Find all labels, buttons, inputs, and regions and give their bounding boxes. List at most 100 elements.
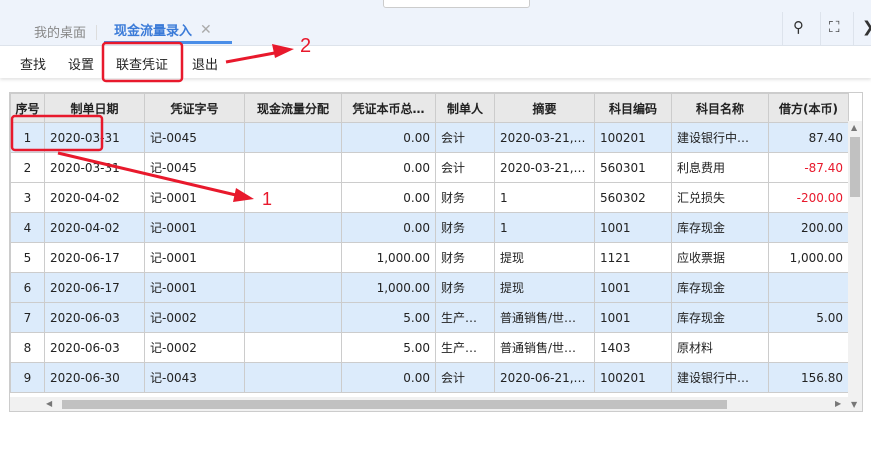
- scroll-right-icon[interactable]: ▶: [835, 399, 842, 408]
- table-cell[interactable]: 1001: [594, 302, 672, 333]
- table-cell[interactable]: 2020-06-17: [44, 272, 145, 303]
- table-cell[interactable]: 提现: [494, 242, 595, 273]
- table-row[interactable]: 2 2020-03-31 记-0045 0.00 会计 2020-03-21,… 56030…: [10, 152, 849, 183]
- table-cell[interactable]: 1: [494, 212, 595, 243]
- column-header[interactable]: 制单人: [435, 93, 495, 123]
- table-cell[interactable]: 建设银行中…: [671, 362, 769, 393]
- table-cell[interactable]: 财务: [435, 272, 495, 303]
- table-cell[interactable]: 1,000.00: [768, 242, 849, 273]
- table-cell[interactable]: 库存现金: [671, 212, 769, 243]
- table-cell[interactable]: 1121: [594, 242, 672, 273]
- table-cell[interactable]: 0.00: [341, 182, 436, 213]
- table-cell[interactable]: [244, 152, 342, 183]
- table-cell[interactable]: 5.00: [768, 302, 849, 333]
- fullscreen-icon[interactable]: ⛶: [829, 18, 840, 36]
- table-cell[interactable]: 8: [10, 332, 45, 363]
- table-cell[interactable]: 1,000.00: [341, 272, 436, 303]
- table-cell[interactable]: 会计: [435, 122, 495, 153]
- table-cell[interactable]: 普通销售/世…: [494, 332, 595, 363]
- table-cell[interactable]: 1403: [594, 332, 672, 363]
- table-cell[interactable]: 7: [10, 302, 45, 333]
- table-cell[interactable]: 记-0043: [144, 362, 245, 393]
- table-cell[interactable]: 记-0001: [144, 272, 245, 303]
- table-cell[interactable]: 5: [10, 242, 45, 273]
- table-cell[interactable]: [244, 122, 342, 153]
- table-cell[interactable]: 87.40: [768, 122, 849, 153]
- horizontal-scroll-thumb[interactable]: [62, 400, 727, 409]
- scroll-down-icon[interactable]: ▼: [851, 400, 858, 409]
- exit-button[interactable]: 退出: [192, 58, 219, 73]
- table-cell[interactable]: 0.00: [341, 362, 436, 393]
- table-cell[interactable]: 2020-04-02: [44, 212, 145, 243]
- table-row[interactable]: 6 2020-06-17 记-0001 1,000.00 财务 提现 1001 库存现金: [10, 272, 849, 303]
- table-cell[interactable]: 0.00: [341, 122, 436, 153]
- vertical-scroll-thumb[interactable]: [850, 137, 860, 197]
- table-cell[interactable]: 原材料: [671, 332, 769, 363]
- table-cell[interactable]: 5.00: [341, 302, 436, 333]
- find-button[interactable]: 查找: [20, 58, 47, 73]
- table-cell[interactable]: 0.00: [341, 212, 436, 243]
- table-row[interactable]: 8 2020-06-03 记-0002 5.00 生产… 普通销售/世… 1403 原材料: [10, 332, 849, 363]
- table-cell[interactable]: 1001: [594, 272, 672, 303]
- table-cell[interactable]: [244, 302, 342, 333]
- table-cell[interactable]: 3: [10, 182, 45, 213]
- table-cell[interactable]: 提现: [494, 272, 595, 303]
- table-cell[interactable]: 生产…: [435, 332, 495, 363]
- table-cell[interactable]: 1: [10, 122, 45, 153]
- table-cell[interactable]: 1001: [594, 212, 672, 243]
- table-cell[interactable]: 2020-03-31: [44, 122, 145, 153]
- table-row[interactable]: 3 2020-04-02 记-0001 0.00 财务 1 560302 汇兑损失 -200.0…: [10, 182, 849, 213]
- table-cell[interactable]: [768, 272, 849, 303]
- table-cell[interactable]: 6: [10, 272, 45, 303]
- tab-cash-flow-entry[interactable]: 现金流量录入: [114, 24, 193, 39]
- table-cell[interactable]: -200.00: [768, 182, 849, 213]
- table-cell[interactable]: 记-0045: [144, 122, 245, 153]
- table-cell[interactable]: 100201: [594, 122, 672, 153]
- table-cell[interactable]: 财务: [435, 212, 495, 243]
- table-cell[interactable]: 库存现金: [671, 272, 769, 303]
- search-input[interactable]: [383, 0, 530, 8]
- table-cell[interactable]: 560302: [594, 182, 672, 213]
- settings-button[interactable]: 设置: [68, 58, 95, 73]
- table-row[interactable]: 9 2020-06-30 记-0043 0.00 会计 2020-06-21,… 10020…: [10, 362, 849, 393]
- table-cell[interactable]: 2020-04-02: [44, 182, 145, 213]
- table-cell[interactable]: [244, 272, 342, 303]
- table-cell[interactable]: 记-0001: [144, 212, 245, 243]
- table-row[interactable]: 1 2020-03-31 记-0045 0.00 会计 2020-03-21,… 10020…: [10, 122, 849, 153]
- table-row[interactable]: 5 2020-06-17 记-0001 1,000.00 财务 提现 1121 应收票据 1,0…: [10, 242, 849, 273]
- table-cell[interactable]: 记-0002: [144, 332, 245, 363]
- chevron-right-icon[interactable]: ❯: [862, 18, 871, 36]
- table-row[interactable]: 7 2020-06-03 记-0002 5.00 生产… 普通销售/世… 1001 库存现金 5…: [10, 302, 849, 333]
- column-header[interactable]: 借方(本币): [768, 93, 849, 123]
- table-cell[interactable]: 4: [10, 212, 45, 243]
- column-header[interactable]: 凭证本币总…: [341, 93, 436, 123]
- table-cell[interactable]: 560301: [594, 152, 672, 183]
- table-cell[interactable]: 2020-03-21,…: [494, 122, 595, 153]
- link-voucher-button[interactable]: 联查凭证: [116, 58, 169, 73]
- scroll-up-icon[interactable]: ▲: [851, 123, 858, 132]
- column-header[interactable]: 凭证字号: [144, 93, 245, 123]
- table-cell[interactable]: [244, 362, 342, 393]
- column-header[interactable]: 现金流量分配: [244, 93, 342, 123]
- table-cell[interactable]: 财务: [435, 242, 495, 273]
- table-cell[interactable]: 2020-06-21,…: [494, 362, 595, 393]
- table-cell[interactable]: 记-0002: [144, 302, 245, 333]
- table-row[interactable]: 4 2020-04-02 记-0001 0.00 财务 1 1001 库存现金 200.00: [10, 212, 849, 243]
- tab-my-desktop[interactable]: 我的桌面: [34, 26, 87, 41]
- horizontal-scrollbar[interactable]: ◀ ▶: [10, 397, 848, 411]
- table-cell[interactable]: 利息费用: [671, 152, 769, 183]
- scroll-left-icon[interactable]: ◀: [46, 399, 53, 408]
- table-cell[interactable]: 普通销售/世…: [494, 302, 595, 333]
- close-icon[interactable]: ✕: [200, 21, 212, 38]
- table-cell[interactable]: [244, 332, 342, 363]
- table-cell[interactable]: [244, 242, 342, 273]
- table-cell[interactable]: 生产…: [435, 302, 495, 333]
- table-cell[interactable]: 2020-06-17: [44, 242, 145, 273]
- column-header[interactable]: 摘要: [494, 93, 595, 123]
- table-cell[interactable]: 5.00: [341, 332, 436, 363]
- table-cell[interactable]: 1: [494, 182, 595, 213]
- table-cell[interactable]: 2020-03-31: [44, 152, 145, 183]
- column-header[interactable]: 序号: [10, 93, 45, 123]
- table-cell[interactable]: 会计: [435, 152, 495, 183]
- table-cell[interactable]: 建设银行中…: [671, 122, 769, 153]
